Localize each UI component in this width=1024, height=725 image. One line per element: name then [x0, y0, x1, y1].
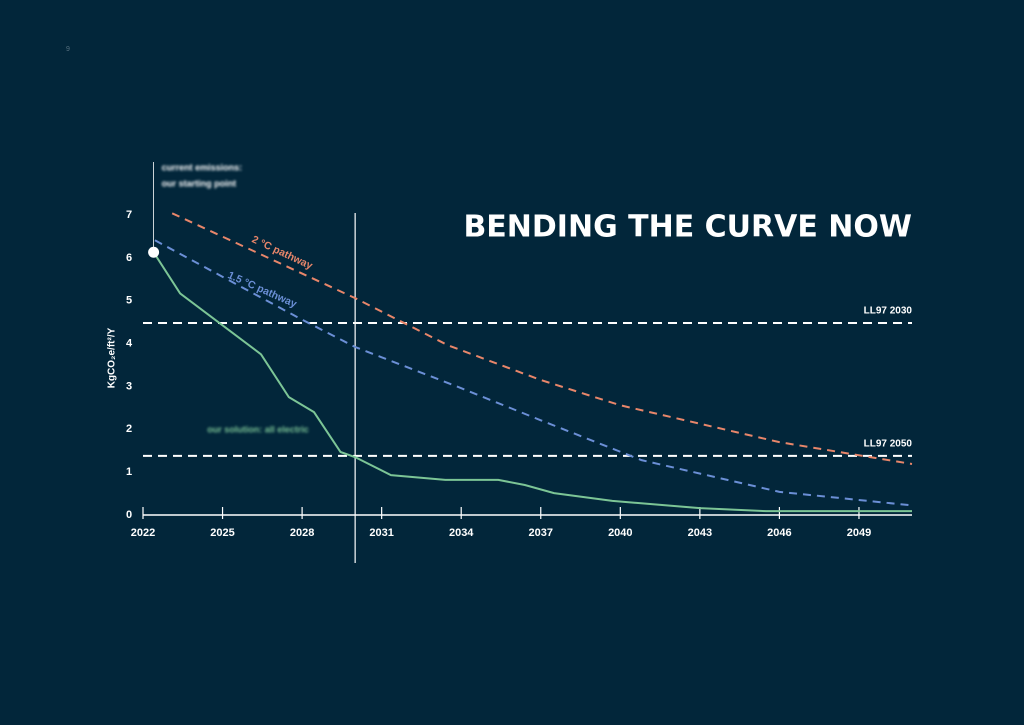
y-tick-label: 7: [126, 209, 132, 221]
x-tick-label: 2046: [767, 527, 791, 539]
y-tick-label: 4: [126, 337, 133, 349]
reference-label: LL97 2050: [864, 438, 913, 449]
x-tick-label: 2031: [369, 527, 393, 539]
y-tick-label: 0: [126, 509, 132, 521]
series-line: [154, 239, 910, 507]
series-label: our solution: all electric: [207, 424, 309, 434]
series-line: [171, 212, 913, 465]
start-point: [148, 246, 160, 258]
x-tick-label: 2040: [608, 527, 632, 539]
y-tick-label: 5: [126, 295, 132, 307]
x-tick-label: 2049: [847, 527, 871, 539]
reference-label: LL97 2030: [864, 306, 913, 317]
start-label: current emissions:: [162, 162, 243, 172]
y-tick-label: 3: [126, 380, 132, 392]
y-axis-label: KgCO₂e/ft²/Y: [107, 327, 118, 388]
x-tick-label: 2037: [529, 527, 553, 539]
series-line: [152, 251, 912, 513]
x-tick-label: 2043: [688, 527, 712, 539]
y-tick-label: 1: [126, 466, 132, 478]
y-tick-label: 6: [126, 252, 132, 264]
chart-title: BENDING THE CURVE NOW: [463, 210, 912, 245]
x-tick-label: 2028: [290, 527, 314, 539]
y-tick-label: 2: [126, 423, 132, 435]
x-tick-label: 2025: [210, 527, 234, 539]
page-number: 9: [66, 46, 70, 53]
x-tick-label: 2034: [449, 527, 474, 539]
x-tick-label: 2022: [131, 527, 155, 539]
start-label: our starting point: [162, 178, 237, 188]
